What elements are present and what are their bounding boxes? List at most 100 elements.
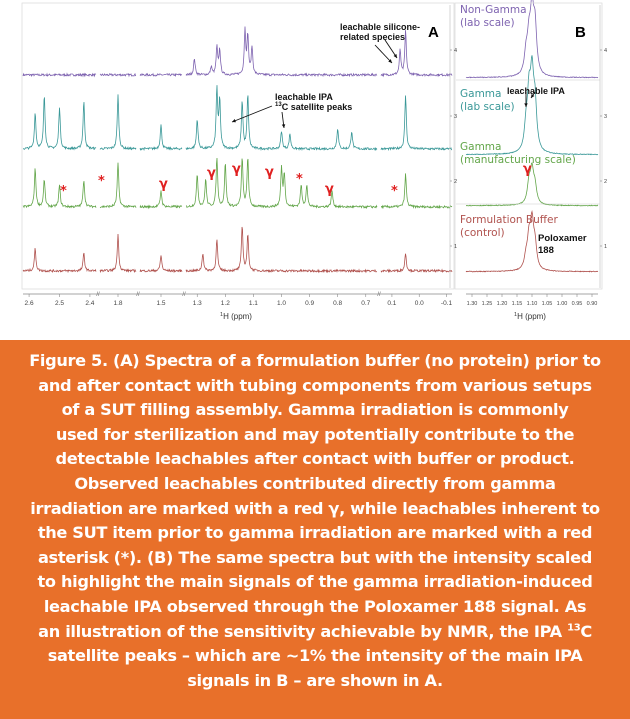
caption-line: irradiation are marked with a red γ, whi… [0,497,630,522]
gamma-mark: γ [232,162,241,177]
caption-line: Observed leachables contributed directly… [0,472,630,497]
caption-text: 13 [567,622,581,634]
label-line: (lab scale) [460,101,515,113]
x-tick-label: 1.20 [497,301,508,307]
x-tick-label: 1.25 [482,301,493,307]
caption-line: leachable IPA observed through the Polox… [0,595,630,620]
panel-b-trace-1 [465,55,599,156]
label-line: Non-Gamma [460,4,527,16]
label-line: Formulation Buffer [460,214,558,226]
label-gamma-mfg: Gamma (manufacturing scale) [460,141,576,167]
caption-text: to highlight the main signals of the gam… [37,572,593,592]
panel-a-trace-3 [22,226,453,274]
ipa-b-annotation: leachable IPA [507,86,565,96]
x-tick-label: 0.7 [361,300,370,307]
annotation-line: Poloxamer [538,233,587,244]
caption-line: satellite peaks – which are ~1% the inte… [0,644,630,669]
asterisk-mark: * [98,174,105,189]
asterisk-mark: * [60,184,67,199]
poloxamer-annotation: Poloxamer 188 [538,233,587,257]
annotation-line: 13C satellite peaks [275,102,352,112]
axis-break-icon: // [182,292,186,298]
gamma-mark: γ [265,165,274,180]
caption-text: Figure 5. (A) Spectra of a formulation b… [29,351,601,370]
silicone-annotation: leachable silicone- related species [340,22,420,42]
panel-b-frame [454,2,603,290]
arrowhead-icon [393,54,397,58]
x-tick-label: 1.2 [221,300,230,307]
gamma-mark: γ [325,182,334,197]
arrow-icon [374,44,393,64]
panel-a-trace-1 [22,85,453,152]
caption-line: an illustration of the sensitivity achie… [0,620,630,645]
label-line: (lab scale) [460,17,515,29]
caption-line: of a SUT filling assembly. Gamma irradia… [0,398,630,423]
x-tick-label: 2.5 [55,300,64,307]
caption-line: used for sterilization and may potential… [0,423,630,448]
annotation-line: leachable IPA [275,92,333,102]
x-tick-label: 0.95 [572,301,583,307]
x-tick-label: 1.1 [249,300,258,307]
y-tick-label: 3 [454,114,457,120]
gamma-mark: γ [523,162,532,177]
axis-break-icon: // [96,292,100,298]
x-tick-label: 1.0 [277,300,286,307]
y-tick-label: 4 [454,48,457,54]
x-tick-label: 0.9 [305,300,314,307]
caption-text: satellite peaks – which are ~1% the inte… [47,646,583,666]
label-gamma-lab: Gamma (lab scale) [460,88,515,114]
superscript: 13 [275,102,282,108]
label-line: Gamma [460,141,502,153]
caption-text: asterisk (*). (B) The same spectra but w… [37,547,592,567]
panel-b-trace-2 [466,162,599,207]
arrowhead-icon [531,94,535,98]
x-tick-label: 1.15 [512,301,523,307]
x-tick-label: 1.30 [467,301,478,307]
caption-text: used for sterilization and may potential… [55,424,575,444]
x-tick-label: 2.6 [25,300,34,307]
arrowhead-icon [281,124,286,128]
caption-text: C [580,621,592,641]
caption-text: of a SUT filling assembly. Gamma irradia… [61,400,569,420]
caption-line: the SUT item prior to gamma irradiation … [0,521,630,546]
caption-text: and after contact with tubing components… [38,375,592,395]
annotation-text: C satellite peaks [281,102,353,112]
arrowhead-icon [524,103,528,107]
caption-line: Figure 5. (A) Spectra of a formulation b… [0,349,630,374]
x-tick-label: 1.10 [527,301,538,307]
y-tick-label: 1 [604,244,607,250]
caption-line: detectable leachables after contact with… [0,447,630,472]
x-tick-label: 2.4 [85,300,94,307]
caption-text: signals in B – are shown in A. [187,670,443,690]
caption-text: detectable leachables after contact with… [55,449,575,469]
x-tick-label: 1.5 [156,300,165,307]
label-buffer: Formulation Buffer (control) [460,214,558,240]
axis-break-icon: // [136,292,140,298]
label-line: (manufacturing scale) [460,154,576,166]
x-tick-label: 1.3 [193,300,202,307]
arrowhead-icon [232,119,236,123]
caption-line: and after contact with tubing components… [0,374,630,399]
panel-b-trace-0 [465,0,599,79]
annotation-line: 188 [538,245,554,256]
x-tick-label: 1.05 [542,301,553,307]
panel-a-frame [21,2,455,290]
caption-text: the SUT item prior to gamma irradiation … [37,523,593,543]
panel-a-trace-0 [22,26,453,78]
x-axis-label: 1H (ppm) [220,312,252,321]
gamma-mark: γ [207,166,216,181]
label-line: Gamma [460,88,502,100]
x-tick-label: 0.8 [333,300,342,307]
gamma-mark: γ [159,177,168,192]
y-tick-label: 1 [454,244,457,250]
caption-line: to highlight the main signals of the gam… [0,570,630,595]
ipa-satellite-annotation: leachable IPA 13C satellite peaks [275,92,352,112]
nmr-figure: 2.6 2.5 2.4 1.8 1.5 1.3 1.2 1.1 1.0 0.9 0.8 0.7 0.1 0… [0,0,630,340]
label-line: (control) [460,227,505,239]
panel-b-trace-3 [465,210,599,273]
panel-a-trace-2 [22,157,453,210]
caption-line: signals in B – are shown in A. [0,669,630,694]
y-tick-label: 2 [604,179,607,185]
y-tick-label: 3 [604,114,607,120]
caption-line: asterisk (*). (B) The same spectra but w… [0,546,630,571]
